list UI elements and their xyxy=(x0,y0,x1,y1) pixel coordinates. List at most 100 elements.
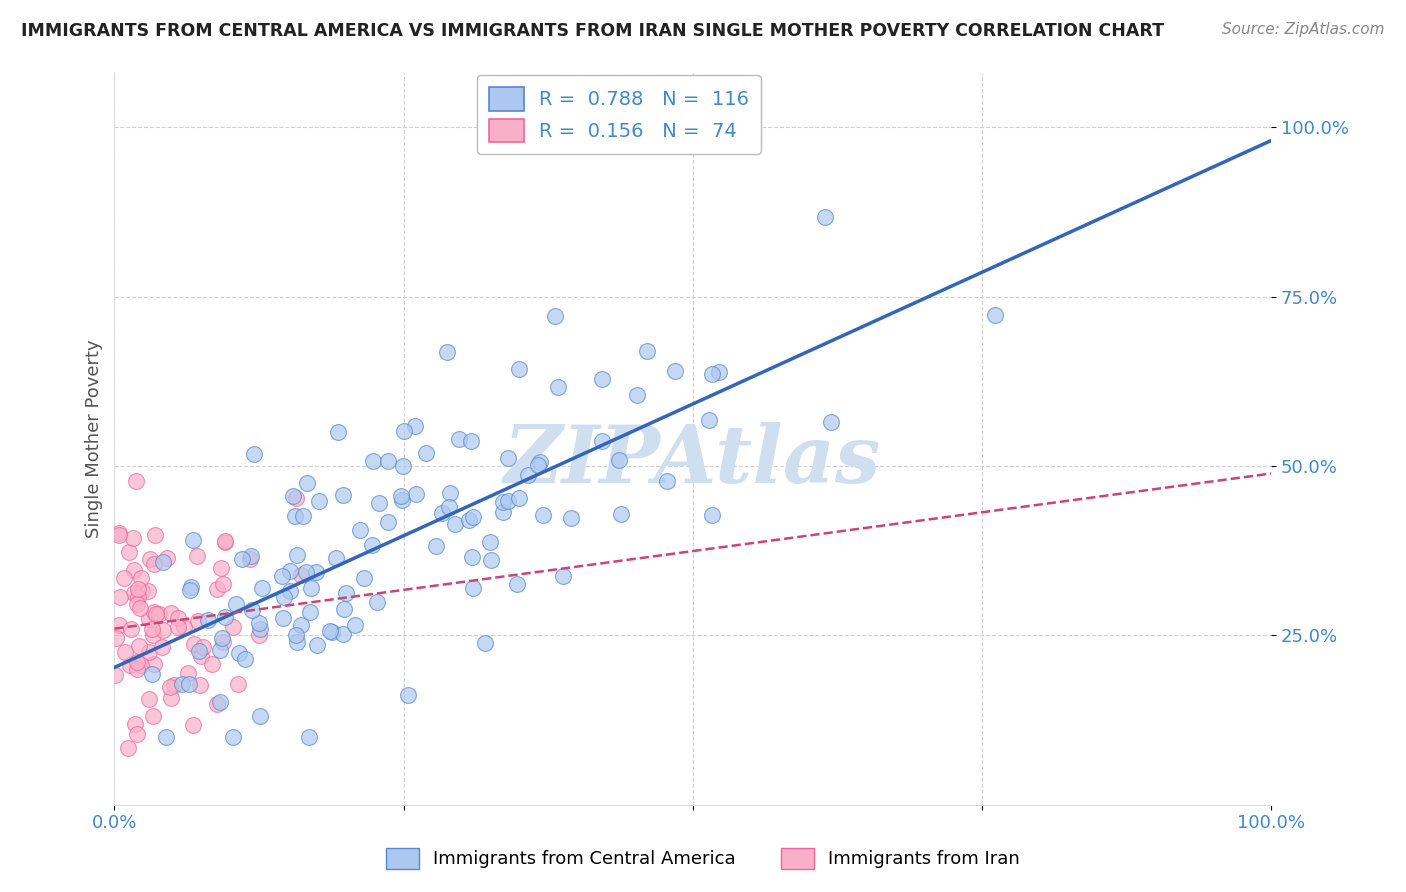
Point xyxy=(186,549,208,564)
Point xyxy=(344,618,367,632)
Point xyxy=(156,550,179,565)
Point xyxy=(332,488,354,502)
Point xyxy=(129,601,152,615)
Point xyxy=(547,380,569,394)
Point xyxy=(212,635,235,649)
Y-axis label: Single Mother Poverty: Single Mother Poverty xyxy=(86,340,103,538)
Point xyxy=(271,611,294,625)
Point xyxy=(145,607,167,621)
Point xyxy=(187,614,209,628)
Point xyxy=(122,563,145,577)
Point xyxy=(368,496,391,510)
Point xyxy=(516,467,538,482)
Point xyxy=(197,613,219,627)
Point xyxy=(138,645,160,659)
Point xyxy=(707,365,730,379)
Point xyxy=(479,553,502,567)
Point xyxy=(214,534,236,549)
Point xyxy=(326,425,349,439)
Point xyxy=(984,308,1007,322)
Point xyxy=(392,458,415,473)
Point xyxy=(187,644,209,658)
Point xyxy=(159,691,181,706)
Point xyxy=(332,627,354,641)
Point xyxy=(152,555,174,569)
Point xyxy=(108,590,131,604)
Point xyxy=(664,364,686,378)
Point xyxy=(461,550,484,565)
Point xyxy=(193,640,215,655)
Point xyxy=(377,454,399,468)
Point xyxy=(591,434,613,448)
Point xyxy=(463,510,485,524)
Point xyxy=(214,533,236,548)
Point xyxy=(249,709,271,723)
Point xyxy=(278,584,301,599)
Point xyxy=(125,474,148,488)
Point xyxy=(183,637,205,651)
Point xyxy=(150,640,173,654)
Point xyxy=(155,730,177,744)
Point xyxy=(250,581,273,595)
Point xyxy=(172,676,194,690)
Point xyxy=(591,371,613,385)
Point xyxy=(107,526,129,541)
Point xyxy=(179,583,201,598)
Point xyxy=(247,615,270,630)
Point xyxy=(105,631,128,645)
Point xyxy=(529,455,551,469)
Point xyxy=(141,666,163,681)
Point xyxy=(457,513,479,527)
Legend: Immigrants from Central America, Immigrants from Iran: Immigrants from Central America, Immigra… xyxy=(380,840,1026,876)
Point xyxy=(240,603,263,617)
Point xyxy=(389,489,412,503)
Point xyxy=(496,494,519,508)
Legend: R =  0.788   N =  116, R =  0.156   N =  74: R = 0.788 N = 116, R = 0.156 N = 74 xyxy=(477,76,761,154)
Point xyxy=(163,678,186,692)
Point xyxy=(377,516,399,530)
Point xyxy=(392,424,415,438)
Point xyxy=(180,581,202,595)
Point xyxy=(107,618,129,632)
Point xyxy=(243,448,266,462)
Point xyxy=(299,606,322,620)
Point xyxy=(299,581,322,595)
Point xyxy=(391,493,413,508)
Point xyxy=(233,652,256,666)
Point xyxy=(211,577,233,591)
Point xyxy=(108,528,131,542)
Point xyxy=(143,657,166,672)
Point xyxy=(142,708,165,723)
Text: Source: ZipAtlas.com: Source: ZipAtlas.com xyxy=(1222,22,1385,37)
Point xyxy=(120,623,142,637)
Point xyxy=(136,583,159,598)
Point xyxy=(325,550,347,565)
Point xyxy=(474,636,496,650)
Point xyxy=(508,491,530,506)
Point xyxy=(271,569,294,583)
Point xyxy=(396,688,419,702)
Point xyxy=(281,489,304,503)
Point xyxy=(112,571,135,585)
Point xyxy=(285,548,308,562)
Point xyxy=(205,582,228,596)
Point xyxy=(508,362,530,376)
Point xyxy=(249,622,271,636)
Text: ZIPAtlas: ZIPAtlas xyxy=(505,422,882,500)
Point xyxy=(159,681,181,695)
Point xyxy=(177,677,200,691)
Point xyxy=(626,388,648,402)
Point xyxy=(278,564,301,578)
Point xyxy=(443,517,465,532)
Point xyxy=(127,582,149,596)
Point xyxy=(366,595,388,609)
Point xyxy=(240,549,263,563)
Point xyxy=(209,695,232,709)
Point xyxy=(353,571,375,585)
Point xyxy=(415,446,437,460)
Point xyxy=(221,620,243,634)
Point xyxy=(321,624,343,639)
Point xyxy=(699,413,721,427)
Point xyxy=(425,539,447,553)
Point xyxy=(188,678,211,692)
